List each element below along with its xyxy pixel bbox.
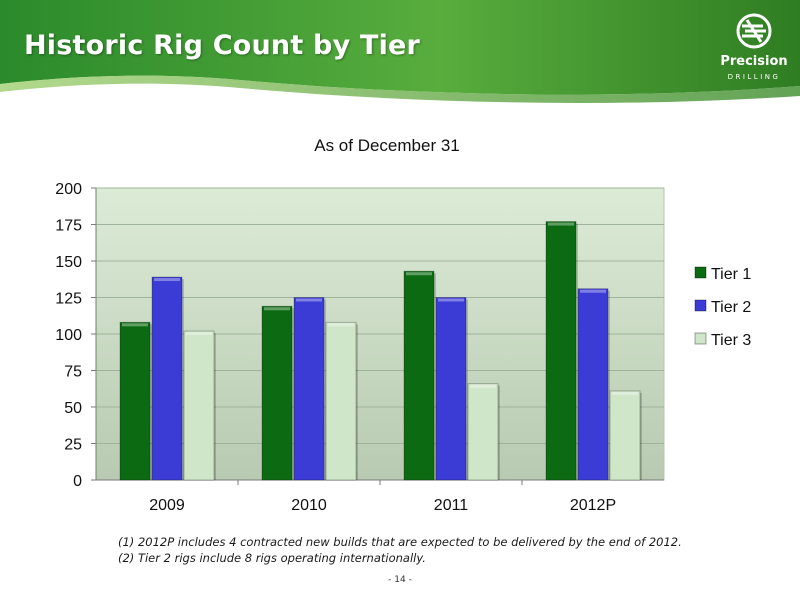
y-tick-label: 75 <box>64 364 82 381</box>
bar-highlight <box>122 323 148 327</box>
logo-name: Precision <box>720 54 788 69</box>
bars <box>119 221 642 481</box>
legend-label-tier-3: Tier 3 <box>711 332 751 349</box>
logo-subtitle: DRILLING <box>727 73 781 81</box>
logo-mark-icon <box>736 13 772 49</box>
y-tick-label: 200 <box>55 181 82 198</box>
y-tick-label: 25 <box>64 437 82 454</box>
x-tick-label: 2009 <box>149 497 185 514</box>
bar-highlight <box>438 298 464 302</box>
legend-label-tier-1: Tier 1 <box>711 266 751 283</box>
header-band <box>0 0 800 103</box>
bar-tier-3-2009 <box>183 330 215 481</box>
footnotes: (1) 2012P includes 4 contracted new buil… <box>118 534 682 566</box>
company-logo: Precision DRILLING <box>716 10 792 94</box>
x-tick-label: 2010 <box>291 497 327 514</box>
chart-title: As of December 31 <box>314 136 460 155</box>
bar-tier-2-2012p <box>577 288 609 481</box>
bar-highlight <box>154 278 180 282</box>
bar-tier-3-2010 <box>325 321 357 481</box>
bar-tier-2-2011 <box>435 297 467 481</box>
bar-highlight <box>296 298 322 302</box>
y-tick-label: 50 <box>64 400 82 417</box>
footnote-2: (2) Tier 2 rigs include 8 rigs operating… <box>118 551 426 565</box>
x-tick-label: 2011 <box>434 497 469 514</box>
bar-tier-3-2012p <box>609 390 641 481</box>
bar-tier-3-2011 <box>467 383 499 481</box>
legend-label-tier-2: Tier 2 <box>711 299 751 316</box>
footnote-1: (1) 2012P includes 4 contracted new buil… <box>118 535 682 549</box>
bar-tier-2-2010 <box>293 297 325 481</box>
y-tick-label: 175 <box>55 218 82 235</box>
bar-highlight <box>612 391 638 395</box>
bar-highlight <box>580 289 606 293</box>
legend-swatch-tier-1 <box>694 266 707 279</box>
bar-tier-1-2009 <box>119 321 151 481</box>
bar-highlight <box>548 222 574 226</box>
bar-tier-1-2011 <box>403 270 435 481</box>
y-tick-label: 100 <box>55 327 82 344</box>
legend-swatch-tier-3 <box>694 332 707 345</box>
bar-highlight <box>186 332 212 336</box>
legend-swatch-tier-2 <box>694 299 707 312</box>
x-tick-label: 2012P <box>570 497 616 514</box>
y-tick-label: 150 <box>55 254 82 271</box>
bar-tier-1-2010 <box>261 305 293 481</box>
bar-tier-1-2012p <box>545 221 577 481</box>
y-tick-labels: 0 25 50 75 100 125 150 175 200 <box>55 181 82 490</box>
page-number: - 14 - <box>388 575 412 585</box>
y-tick-label: 0 <box>73 473 82 490</box>
y-tick-label: 125 <box>55 291 82 308</box>
bar-highlight <box>470 384 496 388</box>
slide-title: Historic Rig Count by Tier <box>24 30 421 61</box>
x-tick-labels: 2009 2010 2011 2012P <box>149 497 616 514</box>
bar-highlight <box>328 323 354 327</box>
bar-tier-2-2009 <box>151 276 183 481</box>
bar-highlight <box>406 272 432 276</box>
legend: Tier 1 Tier 2 Tier 3 <box>694 266 751 349</box>
bar-highlight <box>264 307 290 311</box>
